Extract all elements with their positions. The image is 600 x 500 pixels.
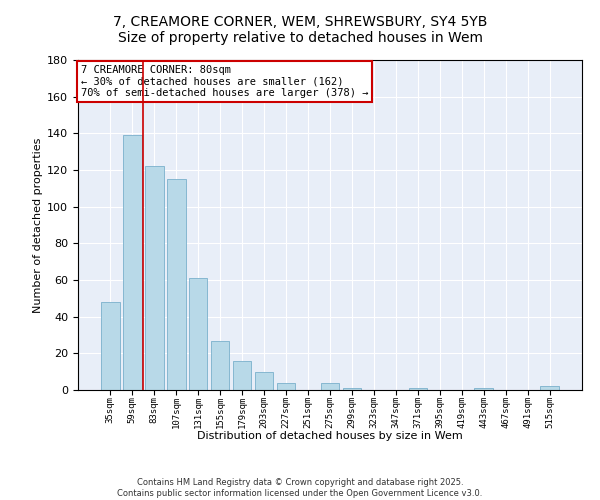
Y-axis label: Number of detached properties: Number of detached properties — [33, 138, 43, 312]
Bar — [167, 179, 185, 390]
Bar — [320, 382, 340, 390]
Text: Contains HM Land Registry data © Crown copyright and database right 2025.
Contai: Contains HM Land Registry data © Crown c… — [118, 478, 482, 498]
Bar — [475, 388, 493, 390]
Bar — [145, 166, 164, 390]
Text: 7, CREAMORE CORNER, WEM, SHREWSBURY, SY4 5YB
Size of property relative to detach: 7, CREAMORE CORNER, WEM, SHREWSBURY, SY4… — [113, 15, 487, 45]
Bar — [255, 372, 274, 390]
Bar — [211, 340, 229, 390]
Bar — [277, 382, 295, 390]
Text: 7 CREAMORE CORNER: 80sqm
← 30% of detached houses are smaller (162)
70% of semi-: 7 CREAMORE CORNER: 80sqm ← 30% of detach… — [80, 65, 368, 98]
Bar — [101, 302, 119, 390]
Bar — [541, 386, 559, 390]
Bar — [409, 388, 427, 390]
Bar — [233, 360, 251, 390]
Bar — [123, 135, 142, 390]
Bar — [343, 388, 361, 390]
Bar — [189, 278, 208, 390]
X-axis label: Distribution of detached houses by size in Wem: Distribution of detached houses by size … — [197, 432, 463, 442]
